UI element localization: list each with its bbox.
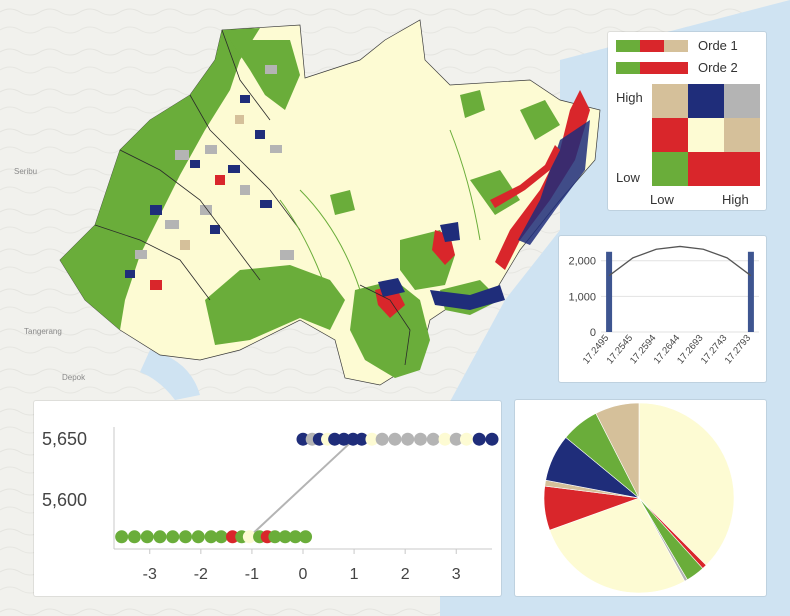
- scatter-point[interactable]: [204, 530, 218, 544]
- bay-area: [140, 350, 200, 400]
- scatter-point[interactable]: [375, 432, 389, 446]
- scatter-point[interactable]: [401, 432, 415, 446]
- rivers: [279, 129, 481, 301]
- histogram-curve: [608, 245, 752, 277]
- place-label-depok: Depok: [62, 373, 86, 382]
- green-zone-central: [205, 265, 345, 345]
- scatter-point[interactable]: [296, 432, 310, 446]
- legend-x-high: High: [722, 192, 749, 207]
- scatter-point[interactable]: [278, 530, 292, 544]
- scatter-point[interactable]: [140, 530, 154, 544]
- pie-panel: [515, 400, 766, 596]
- green-patch-small: [330, 190, 355, 215]
- scatter-point[interactable]: [337, 432, 351, 446]
- green-zone-south: [350, 280, 430, 378]
- legend-label-orde-2: Orde 2: [698, 60, 738, 75]
- legend-matrix-cell-2-2: [724, 152, 760, 186]
- pie-slice[interactable]: [638, 402, 735, 566]
- bivariate-legend-panel: Orde 1 Orde 2 High Low Low High: [608, 32, 766, 210]
- scatter-y-tick: 5,600: [42, 490, 87, 510]
- scatter-point[interactable]: [179, 530, 193, 544]
- histogram-y-tick: 2,000: [568, 256, 596, 268]
- bivariate-matrix: [652, 84, 760, 186]
- scatter-trend-line: [248, 438, 355, 538]
- legend-matrix-cell-1-0: [652, 118, 688, 152]
- coastal-red-belt: [495, 90, 590, 270]
- histogram-y-tick: 0: [590, 327, 596, 339]
- pie-slice[interactable]: [549, 497, 686, 594]
- district-boundaries: [94, 29, 411, 366]
- legend-row-orde-2: Orde 2: [616, 60, 738, 75]
- scatter-point[interactable]: [459, 432, 473, 446]
- scatter-point[interactable]: [413, 432, 427, 446]
- scatter-point[interactable]: [214, 530, 228, 544]
- legend-matrix-cell-1-2: [724, 118, 760, 152]
- scatter-x-tick: -2: [194, 566, 208, 583]
- legend-matrix-cell-2-0: [652, 152, 688, 186]
- legend-label-orde-1: Orde 1: [698, 38, 738, 53]
- scatter-y-tick: 5,650: [42, 429, 87, 449]
- scatter-point[interactable]: [328, 432, 342, 446]
- scatter-point[interactable]: [226, 530, 240, 544]
- navy-patch-east: [440, 222, 460, 242]
- scatter-point[interactable]: [115, 530, 129, 544]
- legend-y-high: High: [616, 90, 643, 105]
- scatter-point[interactable]: [438, 432, 452, 446]
- scatter-point[interactable]: [388, 432, 402, 446]
- histogram-chart[interactable]: 01,0002,00017.249517.254517.259417.26441…: [559, 236, 766, 382]
- scatter-x-tick: -1: [245, 566, 259, 583]
- scatter-point[interactable]: [472, 432, 486, 446]
- scatter-point[interactable]: [268, 530, 282, 544]
- urban-blocks-west: [125, 65, 294, 290]
- legend-matrix-cell-1-1: [688, 118, 724, 152]
- scatter-point[interactable]: [166, 530, 180, 544]
- coastal-navy-belt: [518, 120, 590, 245]
- legend-matrix-cell-0-0: [652, 84, 688, 118]
- green-patch-ne: [460, 90, 485, 118]
- scatter-panel: 5,650 5,600 -3 -2 -1 0 1 2 3: [34, 401, 501, 596]
- red-branches: [490, 145, 560, 208]
- navy-patch-south: [378, 278, 405, 297]
- green-patch-river: [470, 170, 520, 215]
- place-label-seribu: Seribu: [14, 167, 37, 176]
- scatter-point[interactable]: [485, 432, 499, 446]
- scatter-x-tick: -3: [143, 566, 157, 583]
- navy-coast-south: [430, 285, 505, 310]
- histogram-y-tick: 1,000: [568, 291, 596, 303]
- scatter-point[interactable]: [153, 530, 167, 544]
- green-patch-ne-2: [520, 100, 560, 140]
- legend-matrix-cell-0-2: [724, 84, 760, 118]
- scatter-point[interactable]: [449, 432, 463, 446]
- scatter-point[interactable]: [127, 530, 141, 544]
- scatter-point[interactable]: [288, 530, 302, 544]
- histogram-bar[interactable]: [747, 251, 754, 332]
- green-zone-north: [230, 40, 300, 110]
- pie-chart[interactable]: [515, 400, 766, 596]
- histogram-bar[interactable]: [606, 251, 613, 332]
- bivariate-legend: Orde 1 Orde 2 High Low Low High: [616, 38, 760, 207]
- scatter-point[interactable]: [365, 432, 379, 446]
- scatter-x-tick: 0: [299, 566, 308, 583]
- legend-matrix-cell-2-1: [688, 152, 724, 186]
- green-zone-west: [60, 28, 260, 330]
- legend-row-orde-1: Orde 1: [616, 38, 738, 53]
- histogram-panel: 0 1,000 2,000 17.2495 17.2545 17.2594 17.2644 1…: [559, 236, 766, 382]
- scatter-point[interactable]: [355, 432, 369, 446]
- pie-slice[interactable]: [595, 402, 640, 499]
- scatter-point[interactable]: [242, 530, 256, 544]
- scatter-point[interactable]: [191, 530, 205, 544]
- legend-matrix-cell-0-1: [688, 84, 724, 118]
- scatter-point[interactable]: [426, 432, 440, 446]
- scatter-point[interactable]: [299, 530, 313, 544]
- scatter-chart[interactable]: 5,650 5,600 -3 -2 -1 0 1 2 3: [34, 401, 501, 596]
- place-label-tangerang: Tangerang: [24, 327, 62, 336]
- scatter-x-tick: 2: [401, 566, 410, 583]
- histogram-x-tick: 17.2793: [723, 333, 754, 366]
- legend-x-low: Low: [650, 192, 674, 207]
- scatter-x-tick: 1: [350, 566, 359, 583]
- scatter-x-tick: 3: [452, 566, 461, 583]
- legend-y-low: Low: [616, 170, 640, 185]
